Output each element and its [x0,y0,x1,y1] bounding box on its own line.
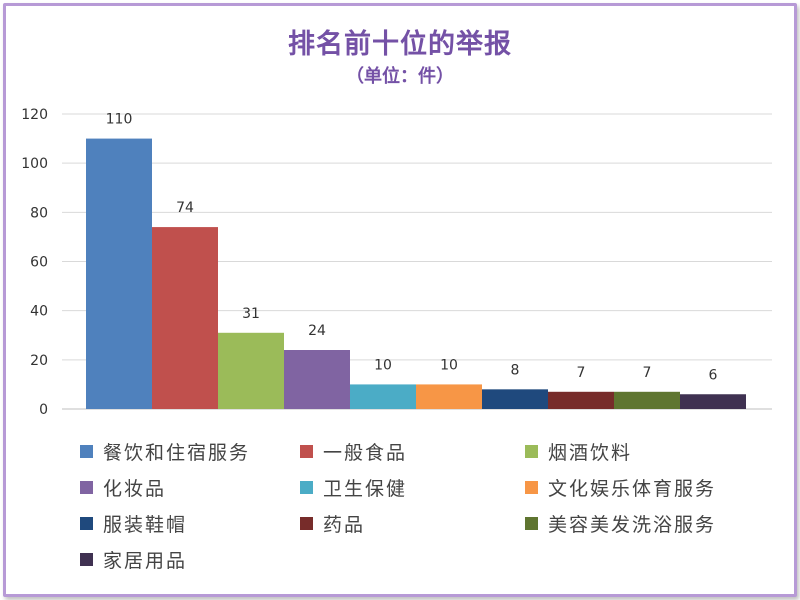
y-tick-label: 40 [30,304,48,320]
bar [86,138,152,410]
data-label: 10 [440,357,458,373]
legend-label: 服装鞋帽 [103,514,188,536]
y-tick-label: 0 [39,402,48,418]
legend-swatch [525,445,538,458]
bar [614,391,680,409]
legend-item: 美容美发洗浴服务 [525,510,716,537]
y-axis: 0 20 40 60 80 100 120 [21,107,48,418]
legend-swatch [300,517,313,530]
y-tick-label: 120 [21,107,48,123]
chart-subtitle: （单位：件） [346,66,454,87]
legend-swatch [525,517,538,530]
bar-chart: 0 20 40 60 80 100 120 110 74 31 24 10 10 8 7 7 6 [21,107,772,418]
data-label: 7 [577,365,586,381]
data-label: 74 [176,200,194,216]
y-tick-label: 60 [30,255,48,271]
legend-label: 餐饮和住宿服务 [103,442,251,464]
bar [416,384,482,409]
legend-label: 化妆品 [103,478,167,500]
legend-item: 化妆品 [80,474,166,501]
legend-label: 烟酒饮料 [548,442,633,464]
legend-item: 服装鞋帽 [80,510,187,537]
legend-item: 餐饮和住宿服务 [80,438,250,465]
legend-label: 文化娱乐体育服务 [548,478,717,500]
legend-item: 卫生保健 [300,474,407,501]
bar [152,227,218,409]
y-tick-label: 80 [30,205,48,221]
legend-swatch [300,445,313,458]
data-label: 8 [511,362,520,378]
legend-item: 烟酒饮料 [525,438,632,465]
data-label: 31 [242,306,260,322]
legend-swatch [80,517,93,530]
legend-swatch [80,481,93,494]
y-tick-label: 20 [30,353,48,369]
bar [482,389,548,409]
bar [218,332,284,409]
chart-title: 排名前十位的举报 [288,29,512,60]
bar [680,394,746,409]
data-label: 6 [709,367,718,383]
legend-label: 美容美发洗浴服务 [548,514,717,536]
legend-swatch [80,553,93,566]
bar [284,350,350,409]
legend-label: 药品 [323,514,366,536]
legend-item: 家居用品 [80,546,187,573]
legend-swatch [300,481,313,494]
legend-item: 文化娱乐体育服务 [525,474,716,501]
legend-label: 卫生保健 [323,478,408,500]
legend-swatch [80,445,93,458]
data-label: 10 [374,357,392,373]
bar [350,384,416,409]
bar [548,391,614,409]
legend-item: 一般食品 [300,438,407,465]
bars [86,138,746,410]
data-label: 24 [308,323,326,339]
data-label: 110 [106,112,133,128]
y-tick-label: 100 [21,156,48,172]
legend-label: 家居用品 [103,550,188,572]
data-label: 7 [643,365,652,381]
legend-item: 药品 [300,510,365,537]
legend-label: 一般食品 [323,442,408,464]
data-labels: 110 74 31 24 10 10 8 7 7 6 [106,112,718,384]
legend-swatch [525,481,538,494]
